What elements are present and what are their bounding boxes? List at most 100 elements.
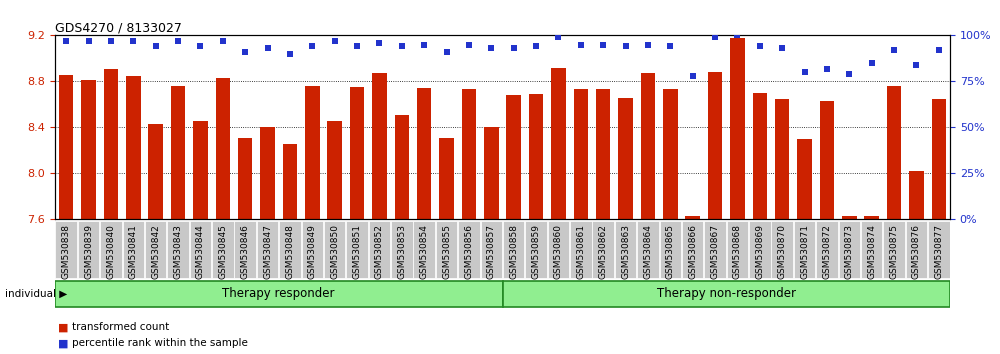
Bar [663, 90, 678, 219]
Bar [551, 68, 566, 219]
FancyBboxPatch shape [503, 281, 950, 307]
Text: GSM530857: GSM530857 [487, 224, 496, 279]
Bar [283, 144, 297, 219]
FancyBboxPatch shape [234, 221, 256, 279]
FancyBboxPatch shape [346, 221, 368, 279]
Point [237, 49, 253, 55]
Bar [820, 101, 834, 219]
Point [886, 47, 902, 53]
Point [841, 71, 857, 77]
FancyBboxPatch shape [369, 221, 390, 279]
Text: GSM530876: GSM530876 [912, 224, 921, 279]
Point [81, 38, 97, 44]
Bar [81, 80, 96, 219]
Bar [216, 78, 230, 219]
FancyBboxPatch shape [592, 221, 614, 279]
Point [797, 69, 813, 75]
Text: GSM530877: GSM530877 [934, 224, 943, 279]
Point [215, 38, 231, 44]
Text: GSM530846: GSM530846 [241, 224, 250, 279]
FancyBboxPatch shape [145, 221, 166, 279]
Text: ■: ■ [58, 322, 68, 332]
Bar [797, 139, 812, 219]
Text: GSM530847: GSM530847 [263, 224, 272, 279]
Text: GSM530858: GSM530858 [509, 224, 518, 279]
Bar [708, 72, 722, 219]
Point [931, 47, 947, 53]
Point [58, 38, 74, 44]
FancyBboxPatch shape [615, 221, 636, 279]
FancyBboxPatch shape [727, 221, 748, 279]
FancyBboxPatch shape [257, 221, 278, 279]
Bar [104, 69, 118, 219]
Bar [462, 90, 476, 219]
Bar [887, 86, 901, 219]
Point [662, 44, 678, 49]
Point [416, 42, 432, 47]
Bar [596, 90, 610, 219]
Text: GSM530840: GSM530840 [106, 224, 115, 279]
FancyBboxPatch shape [682, 221, 703, 279]
Point [260, 45, 276, 51]
FancyBboxPatch shape [861, 221, 882, 279]
FancyBboxPatch shape [906, 221, 927, 279]
Text: Therapy responder: Therapy responder [222, 287, 335, 300]
FancyBboxPatch shape [55, 281, 503, 307]
Text: GSM530861: GSM530861 [576, 224, 585, 279]
Point [729, 33, 745, 38]
Text: GDS4270 / 8133027: GDS4270 / 8133027 [55, 21, 182, 34]
Text: percentile rank within the sample: percentile rank within the sample [72, 338, 248, 348]
FancyBboxPatch shape [570, 221, 592, 279]
FancyBboxPatch shape [55, 221, 77, 279]
Text: GSM530863: GSM530863 [621, 224, 630, 279]
FancyBboxPatch shape [525, 221, 547, 279]
FancyBboxPatch shape [212, 221, 234, 279]
Text: GSM530865: GSM530865 [666, 224, 675, 279]
Point [640, 42, 656, 47]
Point [550, 34, 566, 40]
Bar [238, 138, 252, 219]
Text: GSM530838: GSM530838 [62, 224, 71, 279]
Point [618, 44, 634, 49]
FancyBboxPatch shape [928, 221, 950, 279]
Bar [909, 171, 924, 219]
Bar [260, 127, 275, 219]
Point [774, 45, 790, 51]
Point [483, 45, 499, 51]
Text: Therapy non-responder: Therapy non-responder [657, 287, 796, 300]
Bar [148, 124, 163, 219]
FancyBboxPatch shape [123, 221, 144, 279]
Point [528, 44, 544, 49]
Point [707, 34, 723, 40]
Point [752, 44, 768, 49]
Text: GSM530852: GSM530852 [375, 224, 384, 279]
FancyBboxPatch shape [436, 221, 457, 279]
Point [819, 66, 835, 72]
Text: ■: ■ [58, 338, 68, 348]
Bar [864, 216, 879, 219]
FancyBboxPatch shape [637, 221, 659, 279]
Text: individual ▶: individual ▶ [5, 289, 67, 299]
FancyBboxPatch shape [302, 221, 323, 279]
Text: GSM530859: GSM530859 [532, 224, 541, 279]
Point [506, 45, 522, 51]
Text: GSM530866: GSM530866 [688, 224, 697, 279]
Point [125, 38, 141, 44]
Point [371, 40, 387, 46]
Point [685, 73, 701, 79]
Bar [618, 98, 633, 219]
FancyBboxPatch shape [324, 221, 345, 279]
Text: GSM530854: GSM530854 [420, 224, 429, 279]
FancyBboxPatch shape [660, 221, 681, 279]
FancyBboxPatch shape [816, 221, 838, 279]
Bar [350, 87, 364, 219]
FancyBboxPatch shape [167, 221, 189, 279]
Bar [327, 120, 342, 219]
Point [595, 42, 611, 47]
Text: GSM530871: GSM530871 [800, 224, 809, 279]
Text: GSM530848: GSM530848 [285, 224, 294, 279]
Point [192, 44, 208, 49]
FancyBboxPatch shape [481, 221, 502, 279]
FancyBboxPatch shape [704, 221, 726, 279]
Point [282, 51, 298, 57]
